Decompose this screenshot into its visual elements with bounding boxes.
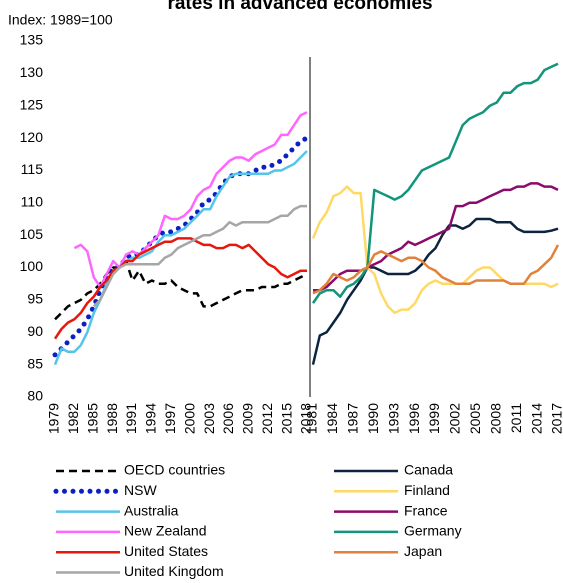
legend-label: OECD countries: [124, 462, 225, 478]
y-tick-label: 105: [20, 226, 44, 242]
y-axis-label: Index: 1989=100: [8, 12, 113, 28]
x-tick-label: 1996: [406, 403, 422, 434]
y-tick-label: 120: [20, 129, 44, 145]
series-line: [311, 217, 559, 365]
x-tick-label: 1990: [365, 403, 381, 434]
legend-label: NSW: [124, 482, 157, 498]
y-tick-label: 115: [21, 161, 44, 177]
y-tick-label: 130: [20, 64, 44, 80]
x-tick-label: 1994: [143, 403, 159, 434]
x-tick-label: 1999: [426, 403, 442, 434]
x-tick-label: 2015: [278, 403, 294, 434]
series-line: [52, 135, 310, 358]
series-line: [73, 111, 308, 289]
x-tick-label: 2002: [447, 403, 463, 434]
legend-label: France: [404, 502, 448, 518]
x-tick-label: 1984: [324, 403, 340, 434]
x-tick-label: 1997: [162, 403, 178, 434]
x-tick-label: 2011: [508, 403, 524, 433]
x-tick-label: 2005: [467, 403, 483, 434]
x-tick-label: 1988: [104, 403, 120, 434]
legend-label: New Zealand: [124, 523, 207, 539]
series-line: [53, 237, 307, 340]
legend-label: Germany: [404, 523, 462, 539]
series-line: [92, 204, 307, 308]
x-tick-label: 1991: [123, 403, 139, 434]
x-tick-label: 1985: [84, 403, 100, 434]
y-tick-label: 100: [20, 258, 44, 274]
x-tick-label: 2003: [201, 403, 217, 434]
x-tick-label: 1982: [65, 403, 81, 434]
x-tick-label: 2008: [487, 403, 503, 434]
x-tick-label: 2006: [220, 403, 236, 434]
y-tick-label: 85: [27, 355, 43, 371]
x-tick-label: 2000: [181, 403, 197, 434]
x-tick-label: 2012: [259, 403, 275, 434]
y-tick-label: 135: [20, 32, 44, 48]
y-tick-label: 80: [27, 388, 43, 404]
series-line: [313, 182, 559, 292]
legend-label: Japan: [404, 543, 442, 559]
legend-label: United Kingdom: [124, 563, 224, 579]
legend-label: Canada: [404, 462, 453, 478]
y-tick-label: 125: [20, 96, 44, 112]
legend-label: Finland: [404, 482, 450, 498]
y-tick-label: 95: [27, 291, 43, 307]
x-tick-label: 2018: [298, 403, 314, 434]
series-line: [311, 62, 559, 304]
y-tick-label: 90: [27, 323, 43, 339]
legend-label: Australia: [124, 502, 179, 518]
legend-label: United States: [124, 543, 208, 559]
x-tick-label: 1987: [345, 403, 361, 434]
x-tick-label: 1981: [304, 403, 320, 434]
x-tick-label: 1993: [385, 403, 401, 434]
y-tick-label: 110: [21, 194, 44, 210]
x-tick-label: 2014: [528, 403, 544, 434]
x-tick-label: 2009: [240, 403, 256, 434]
series-line: [312, 244, 560, 295]
series-line: [54, 259, 308, 321]
chart-title: rates in advanced economies: [167, 0, 432, 14]
series-line: [53, 150, 308, 366]
x-tick-label: 1979: [46, 403, 62, 434]
x-tick-label: 2017: [549, 403, 563, 434]
